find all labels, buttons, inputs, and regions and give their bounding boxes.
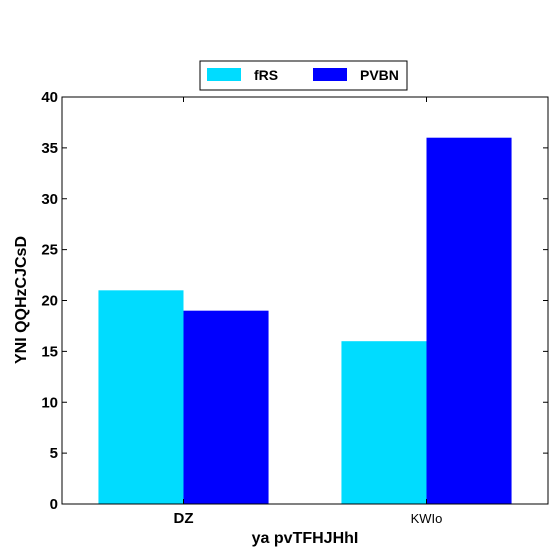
- y-tick-label: 5: [50, 445, 58, 462]
- legend-swatch-fRS: [207, 68, 241, 81]
- bar-fRS-KWIo: [341, 341, 427, 504]
- y-tick-label: 10: [41, 394, 58, 411]
- legend: fRS PVBN: [199, 60, 408, 91]
- y-tick-label: 20: [41, 293, 58, 310]
- legend-label-fRS: fRS: [254, 67, 278, 83]
- y-tick-label: 30: [41, 191, 58, 208]
- x-axis: DZ KWIo: [174, 97, 443, 527]
- bar-PVBN-DZ: [183, 310, 269, 504]
- y-tick-label: 15: [41, 343, 58, 360]
- x-tick-label: KWIo: [411, 511, 443, 526]
- y-tick-label: 35: [41, 140, 58, 157]
- y-tick-label: 25: [41, 242, 58, 259]
- y-tick-label: 0: [50, 496, 58, 513]
- bar-PVBN-KWIo: [426, 137, 512, 504]
- bar-fRS-DZ: [98, 290, 184, 504]
- bars-group: [98, 137, 512, 504]
- x-tick-label: DZ: [174, 510, 194, 527]
- y-axis: 0 5 10 15 20 25 30 35 40: [41, 89, 548, 513]
- legend-label-PVBN: PVBN: [360, 67, 399, 83]
- legend-swatch-PVBN: [313, 68, 347, 81]
- y-tick-label: 40: [41, 89, 58, 106]
- x-axis-label: ya pvTFHJHhI: [252, 530, 359, 547]
- y-axis-label: YNI QQHzCJCsD: [13, 236, 30, 364]
